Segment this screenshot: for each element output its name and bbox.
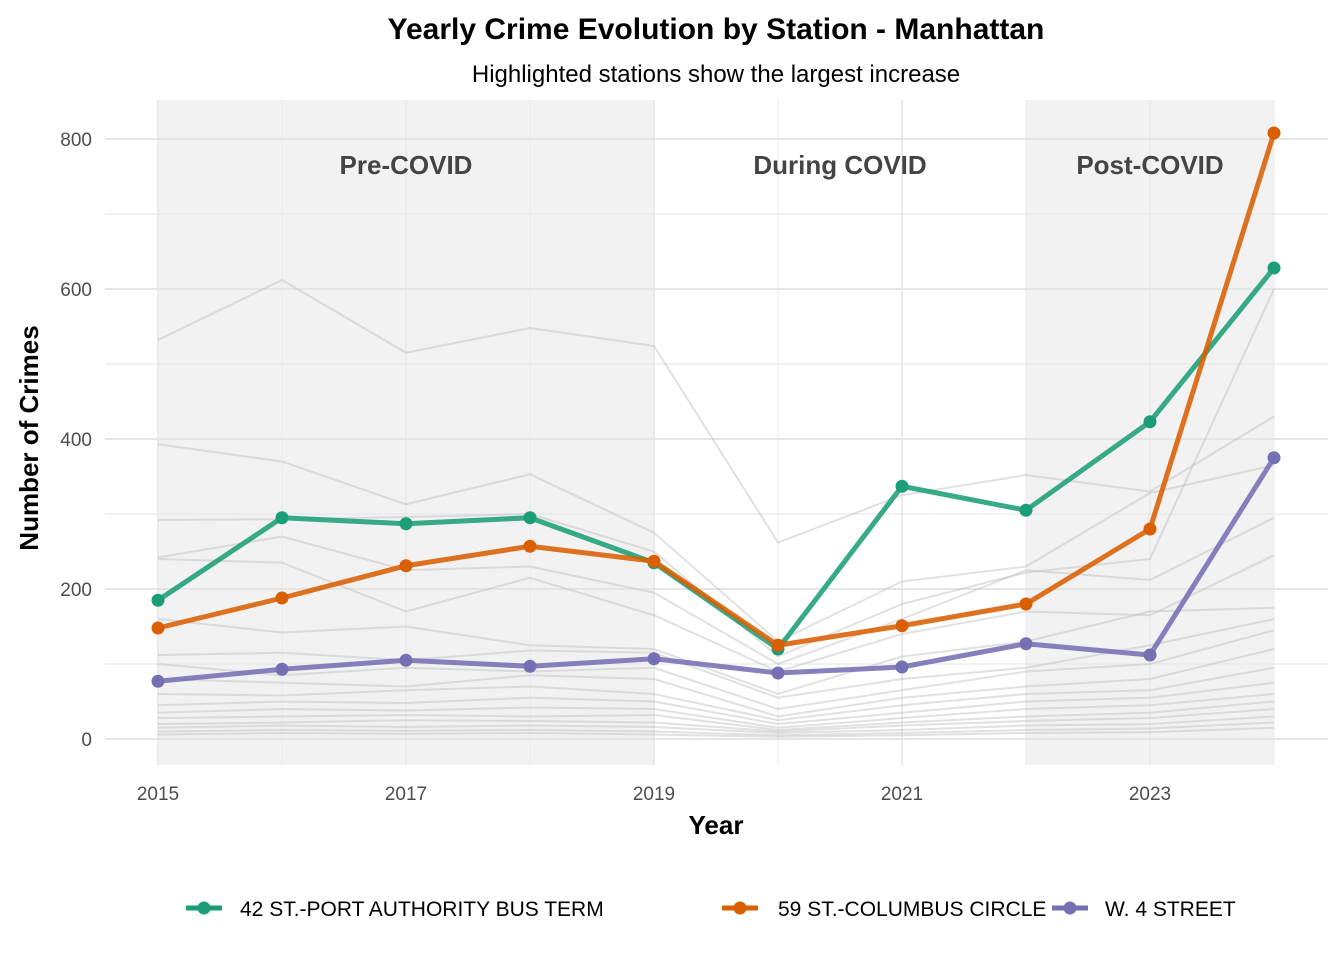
axes: 2015 2017 2019 2021 2023 0 200 400 600 800 [60,130,1171,805]
highlighted-series [151,126,1281,688]
data-point [275,662,289,676]
background-station-line [157,606,1275,696]
data-point [1267,451,1281,465]
data-point [1267,261,1281,275]
data-point [275,511,289,525]
background-station-line [157,648,1275,718]
background-station-line [157,726,1275,738]
data-point [399,517,413,531]
y-tick-label: 800 [60,130,92,151]
background-station-line [157,693,1275,729]
data-point [1267,126,1281,140]
data-point [1019,597,1033,611]
data-point [151,674,165,688]
series-line-2 [157,456,1277,684]
data-point [1019,637,1033,651]
data-point [399,653,413,667]
x-axis-label: Year [689,810,744,840]
y-tick-label: 400 [60,430,92,451]
x-tick-label: 2023 [1129,784,1171,805]
data-point [151,593,165,607]
data-point [771,638,785,652]
data-point [1019,503,1033,517]
x-tick-label: 2017 [385,784,427,805]
period-label: Pre-COVID [340,150,473,180]
x-tick-label: 2015 [137,784,179,805]
background-station-line [157,554,1275,673]
legend-label: 42 ST.-PORT AUTHORITY BUS TERM [240,898,604,921]
data-point [647,554,661,568]
chart-title: Yearly Crime Evolution by Station - Manh… [388,13,1045,46]
background-station-line [157,516,1275,666]
y-tick-label: 600 [60,280,92,301]
background-station-line [157,700,1275,732]
legend-marker [733,901,747,915]
background-station-line [157,681,1275,726]
legend-marker [197,901,211,915]
series-line-1 [157,132,1277,648]
data-point [275,591,289,605]
data-point [151,621,165,635]
legend: 42 ST.-PORT AUTHORITY BUS TERM 59 ST.-COL… [186,898,1236,921]
data-point [895,479,909,493]
legend-label: 59 ST.-COLUMBUS CIRCLE [778,898,1046,921]
y-axis-label: Number of Crimes [14,325,44,550]
data-point [895,619,909,633]
data-point [1143,522,1157,536]
data-point [647,652,661,666]
background-station-line [157,443,1275,643]
background-station-lines [157,278,1275,738]
background-station-line [157,629,1275,711]
data-point [523,539,537,553]
data-point [523,659,537,673]
period-label: During COVID [753,150,926,180]
background-station-line [157,708,1275,733]
data-point [1143,415,1157,429]
legend-marker [1063,901,1077,915]
y-tick-label: 0 [81,730,92,751]
background-station-line [157,715,1275,735]
period-label: Post-COVID [1076,150,1223,180]
data-point [895,660,909,674]
x-tick-label: 2019 [633,784,675,805]
data-point [1143,648,1157,662]
x-tick-label: 2021 [881,784,923,805]
data-point [771,666,785,680]
background-station-line [157,666,1275,722]
background-station-line [157,278,1275,544]
legend-label: W. 4 STREET [1105,898,1236,921]
chart-subtitle: Highlighted stations show the largest in… [472,61,960,88]
background-station-line [157,618,1275,699]
period-labels: Pre-COVID During COVID Post-COVID [340,150,1224,180]
data-point [399,559,413,573]
background-station-line [157,721,1275,737]
data-point [523,511,537,525]
y-tick-label: 200 [60,580,92,601]
